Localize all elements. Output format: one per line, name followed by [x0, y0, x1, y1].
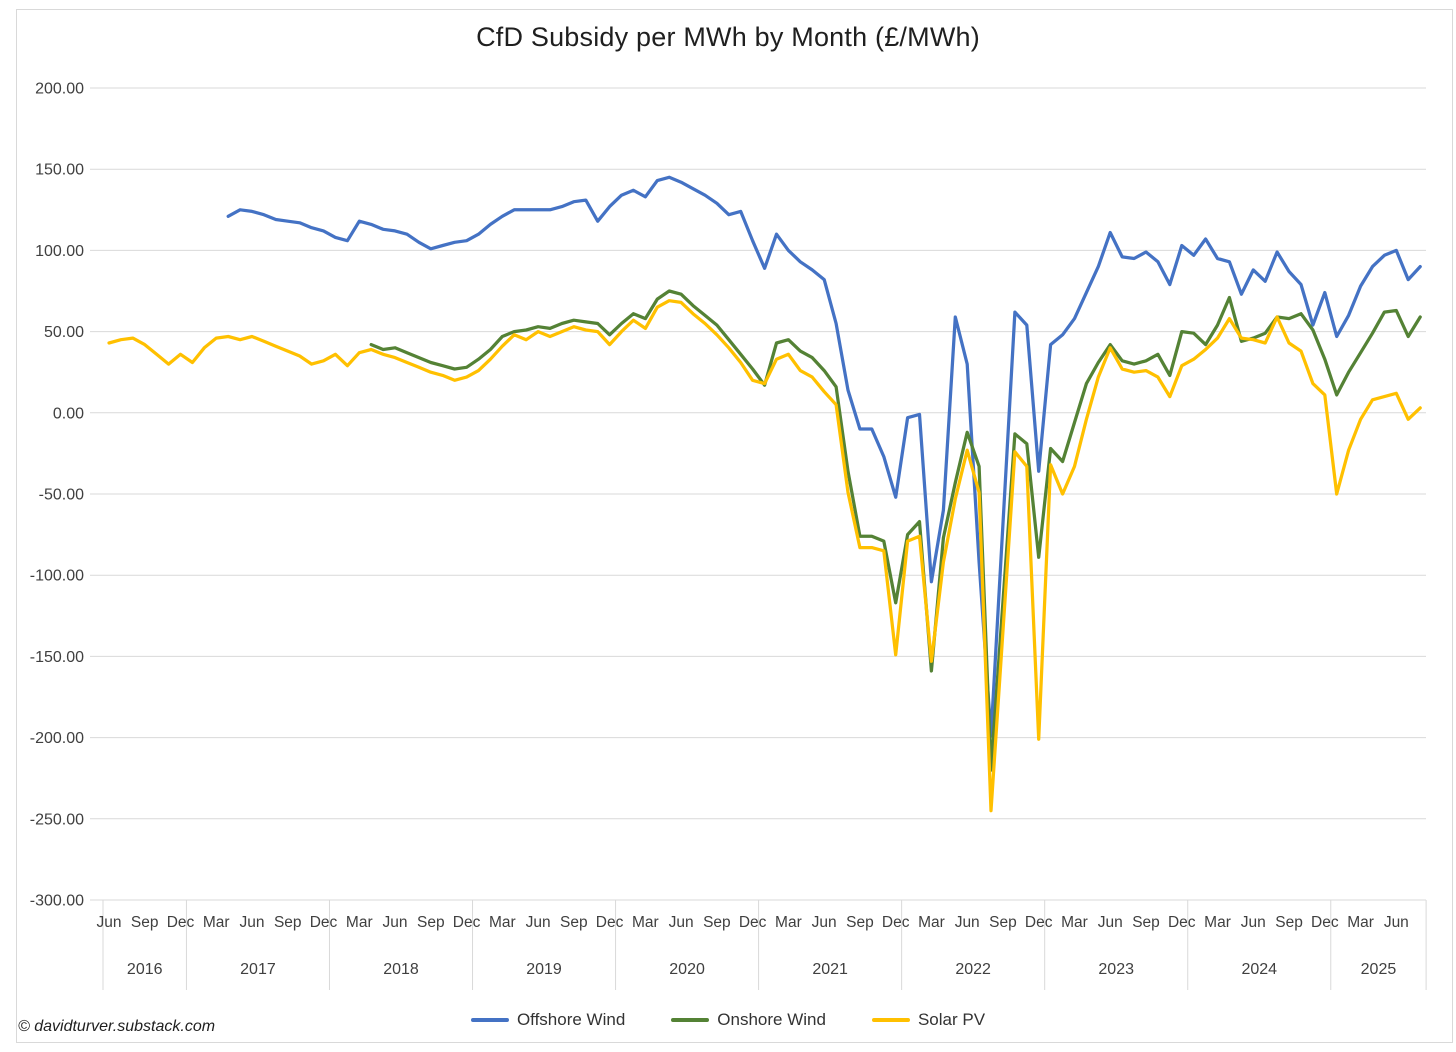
series-line-solar-pv — [107, 299, 1422, 813]
x-axis-month-label: Sep — [846, 914, 874, 931]
x-axis-month-label: Mar — [632, 914, 659, 931]
y-axis-label: 50.00 — [44, 324, 84, 341]
x-axis-month-label: Mar — [918, 914, 945, 931]
x-axis-year-label: 2016 — [127, 961, 163, 978]
x-axis-month-label: Mar — [1061, 914, 1088, 931]
legend: Offshore Wind Onshore Wind Solar PV — [0, 1010, 1456, 1030]
x-axis-month-label: Jun — [1384, 914, 1409, 931]
solar-pv-swatch-icon — [871, 1018, 910, 1022]
x-axis-month-label: Sep — [417, 914, 445, 931]
x-axis-year-label: 2017 — [240, 961, 276, 978]
y-axis-label: -300.00 — [30, 893, 84, 910]
y-axis-label: -200.00 — [30, 730, 84, 747]
x-axis-year-label: 2018 — [383, 961, 419, 978]
legend-label: Solar PV — [917, 1010, 986, 1029]
x-axis-month-label: Dec — [596, 914, 624, 931]
y-axis-label: -150.00 — [30, 649, 84, 666]
x-axis-month-label: Dec — [1025, 914, 1053, 931]
y-axis-label: -50.00 — [39, 487, 84, 504]
x-axis-month-label: Sep — [989, 914, 1017, 931]
x-axis-month-label: Mar — [346, 914, 373, 931]
x-axis-month-label: Mar — [203, 914, 230, 931]
x-axis-month-label: Jun — [96, 914, 121, 931]
legend-label: Onshore Wind — [717, 1010, 826, 1029]
x-axis-month-label: Sep — [1132, 914, 1160, 931]
y-axis-label: 200.00 — [35, 81, 84, 98]
series-line-onshore-wind — [369, 289, 1422, 772]
x-axis-month-label: Sep — [131, 914, 159, 931]
watermark: © davidturver.substack.com — [18, 1018, 216, 1035]
x-axis-month-label: Mar — [1347, 914, 1374, 931]
offshore-wind-swatch-icon — [470, 1018, 509, 1022]
legend-item-solar-pv: Solar PV — [871, 1010, 986, 1030]
x-axis-month-label: Jun — [1241, 914, 1266, 931]
chart-border — [16, 9, 1453, 1043]
x-axis-year-label: 2020 — [669, 961, 705, 978]
x-axis-month-label: Dec — [453, 914, 481, 931]
x-axis-year-label: 2021 — [812, 961, 848, 978]
legend-label: Offshore Wind — [516, 1010, 626, 1029]
x-axis-year-label: 2019 — [526, 961, 562, 978]
x-axis-month-label: Mar — [775, 914, 802, 931]
onshore-wind-swatch-icon — [671, 1018, 710, 1022]
x-axis-month-label: Jun — [526, 914, 551, 931]
y-axis-label: -100.00 — [30, 568, 84, 585]
x-axis-month-label: Sep — [1275, 914, 1303, 931]
y-axis-label: 100.00 — [35, 243, 84, 260]
x-axis-month-label: Dec — [167, 914, 195, 931]
x-axis-month-label: Jun — [1098, 914, 1123, 931]
x-axis-month-label: Jun — [240, 914, 265, 931]
x-axis-month-label: Mar — [489, 914, 516, 931]
series-line-offshore-wind — [226, 175, 1422, 738]
y-axis-label: 150.00 — [35, 162, 84, 179]
x-axis-month-label: Dec — [1168, 914, 1196, 931]
chart-title: CfD Subsidy per MWh by Month (£/MWh) — [476, 22, 980, 52]
x-axis-month-label: Dec — [1311, 914, 1339, 931]
y-axis-label: -250.00 — [30, 811, 84, 828]
x-axis-month-label: Sep — [560, 914, 588, 931]
x-axis-month-label: Dec — [882, 914, 910, 931]
x-axis-year-label: 2025 — [1361, 961, 1397, 978]
y-axis-label: 0.00 — [53, 405, 84, 422]
x-axis-month-label: Sep — [274, 914, 302, 931]
x-axis-month-label: Dec — [739, 914, 767, 931]
x-axis-year-label: 2024 — [1241, 961, 1277, 978]
x-axis-month-label: Sep — [703, 914, 731, 931]
legend-item-onshore-wind: Onshore Wind — [671, 1010, 826, 1030]
x-axis-month-label: Jun — [383, 914, 408, 931]
x-axis-month-label: Mar — [1204, 914, 1231, 931]
x-axis-month-label: Jun — [812, 914, 837, 931]
x-axis-year-label: 2023 — [1098, 961, 1134, 978]
x-axis-month-label: Jun — [669, 914, 694, 931]
x-axis-month-label: Dec — [310, 914, 338, 931]
x-axis-month-label: Jun — [955, 914, 980, 931]
x-axis-year-label: 2022 — [955, 961, 991, 978]
legend-item-offshore-wind: Offshore Wind — [470, 1010, 626, 1030]
